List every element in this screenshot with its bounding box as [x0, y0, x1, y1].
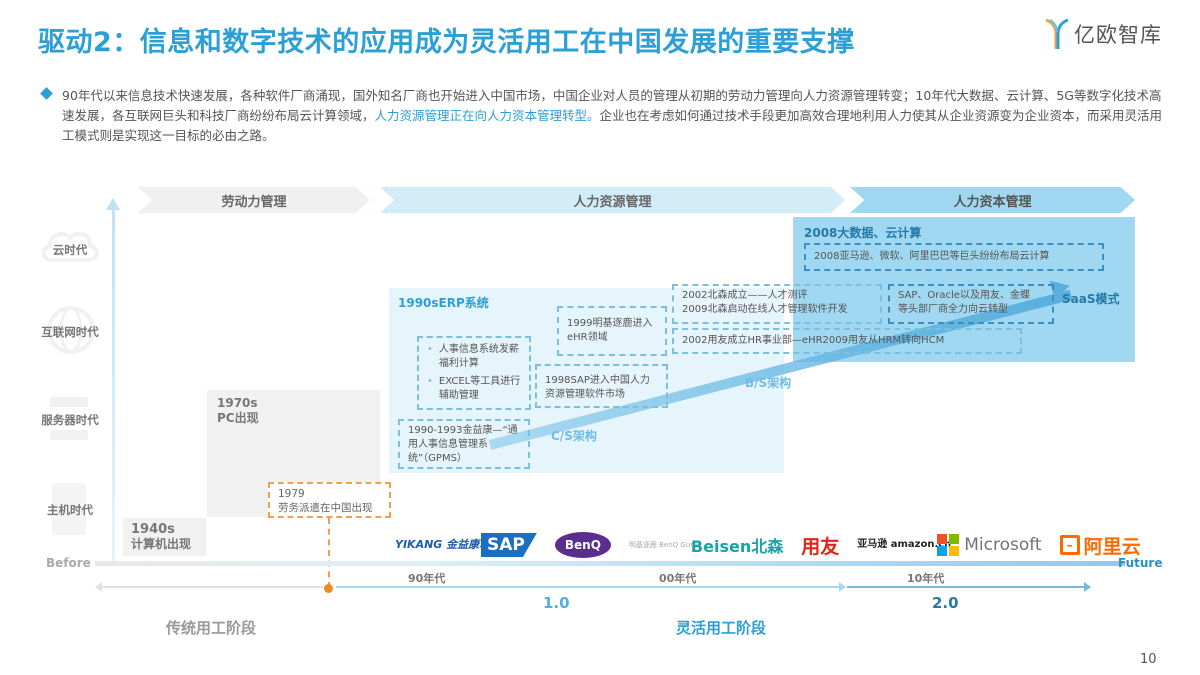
mingji-1999-box: 1999明基逐鹿进入eHR领域 [557, 306, 667, 356]
microsoft-logo-text: Microsoft [964, 535, 1042, 555]
yikang-logo: YIKANG 金益康软件 [395, 538, 502, 551]
bullet-dot-icon: • [427, 376, 433, 387]
phase-hr-management: 人力资源管理 [380, 187, 845, 213]
stage-traditional: 传统用工阶段 [166, 619, 257, 637]
microsoft-windows-icon [937, 534, 960, 556]
era-cloud: 云时代 [52, 243, 88, 257]
page-number: 10 [1140, 652, 1157, 667]
yonyou-logo: 用友 [801, 535, 840, 558]
decade-00s: 00年代 [659, 572, 697, 585]
timeline-start-label: Before [46, 556, 91, 570]
erp-panel-title: 1990sERP系统 [398, 296, 489, 310]
erp-bullets-box: • 人事信息系统发薪福利计算 • EXCEL等工具进行辅助管理 [417, 336, 531, 410]
intro-text-after: 企业也在考虑如何通过技术手段更加高效合理地利用人力使其从企业资源变为企业资本，而… [62, 108, 1163, 143]
y-axis [112, 206, 115, 561]
milestone-1979: 1979 劳务派遣在中国出现 [268, 482, 391, 518]
cloud-icon [38, 224, 102, 264]
page-title: 驱动2：信息和数字技术的应用成为灵活用工在中国发展的重要支撑 [38, 27, 855, 58]
milestone-year: 1940s [131, 522, 175, 537]
milestone-text: PC出现 [217, 411, 259, 425]
beisen-logo: Beisen北森 [690, 537, 784, 556]
aliyun-logo: – 阿里云 [1059, 532, 1141, 559]
v1-range-line [336, 586, 841, 588]
phase-human-capital-management: 人力资本管理 [850, 187, 1135, 213]
saas-label: SaaS模式 [1062, 292, 1120, 306]
milestone-text: 劳务派遣在中国出现 [278, 502, 373, 514]
milestone-year: 1979 [278, 488, 305, 500]
amazon-logo: 亚马逊 amazon.cn [857, 539, 952, 550]
globe-icon [46, 305, 96, 355]
giants-cloud-box: 2008亚马逊、微软、阿里巴巴等巨头纷纷布局云计算 [804, 243, 1104, 271]
sap-1998-box: 1998SAP进入中国人力资源管理软件市场 [535, 364, 668, 408]
version-1: 1.0 [543, 594, 570, 612]
erp-bullet-item: EXCEL等工具进行辅助管理 [438, 376, 521, 401]
benq-guru-logo: 明基逐鹿 BenQ Guru [628, 540, 698, 549]
milestone-1940s: 1940s 计算机出现 [123, 518, 206, 556]
range-left-arrow-icon [95, 582, 102, 592]
main-timeline [95, 561, 1125, 566]
cs-architecture-label: C/S架构 [551, 429, 597, 443]
aliyun-bracket-icon: – [1059, 535, 1080, 555]
range-right-arrow-icon [839, 582, 846, 592]
beisen-line: 2002北森成立——人才测评 [682, 290, 808, 301]
traditional-range-line [98, 586, 323, 588]
bs-architecture-label: B/S架构 [745, 376, 792, 390]
erp-bullet-item: 人事信息系统发薪福利计算 [438, 344, 519, 369]
server-icon-2 [50, 430, 88, 440]
intro-highlight: 人力资源管理正在向人力资本管理转型。 [374, 108, 600, 123]
era-mainframe: 主机时代 [47, 503, 93, 517]
benq-logo: BenQ [554, 532, 611, 558]
milestone-year: 1970s [217, 396, 258, 410]
server-icon [50, 397, 88, 407]
era-internet: 互联网时代 [41, 325, 99, 339]
logo-text: 亿欧智库 [1074, 23, 1162, 47]
timeline-end-label: Future [1118, 556, 1163, 570]
vendors-line: 等头部厂商全力向云转型 [898, 304, 1008, 315]
diamond-bullet-icon [40, 87, 53, 100]
intro-paragraph: 90年代以来信息技术快速发展，各种软件厂商涌现，国外知名厂商也开始进入中国市场，… [40, 86, 1172, 146]
milestone-text: 计算机出现 [131, 537, 192, 551]
cloud-panel-title: 2008大数据、云计算 [804, 226, 922, 240]
phase-labor-management: 劳动力管理 [138, 187, 370, 213]
bullet-dot-icon: • [427, 344, 433, 355]
version-2: 2.0 [932, 594, 959, 612]
yiou-logo: 亿欧智库 [1044, 18, 1162, 50]
beisen-line: 2009北森启动在线人才管理软件开发 [682, 304, 848, 315]
decade-90s: 90年代 [408, 572, 446, 585]
stage-flexible: 灵活用工阶段 [676, 619, 767, 637]
sap-logo: SAP [481, 533, 537, 557]
vendors-cloud-box: SAP、Oracle以及用友、金蝶 等头部厂商全力向云转型 [888, 284, 1054, 324]
aliyun-logo-text: 阿里云 [1083, 535, 1141, 558]
vendors-line: SAP、Oracle以及用友、金蝶 [898, 290, 1030, 301]
beisen-box: 2002北森成立——人才测评 2009北森启动在线人才管理软件开发 [672, 284, 882, 324]
decade-10s: 10年代 [907, 572, 945, 585]
milestone-1979-connector [328, 518, 330, 588]
microsoft-logo: Microsoft [937, 534, 1042, 556]
vendor-logos: YIKANG 金益康软件 SAP BenQ 明基逐鹿 BenQ Guru Bei… [395, 528, 1141, 562]
intro-text: 90年代以来信息技术快速发展，各种软件厂商涌现，国外知名厂商也开始进入中国市场，… [62, 88, 1162, 123]
mainframe-icon [52, 483, 86, 535]
gpms-box: 1990-1993金益康—“通用人事信息管理系统”（GPMS） [398, 419, 530, 469]
cloud-panel [793, 217, 1135, 362]
milestone-1979-dot [324, 584, 333, 593]
v2-range-line [847, 586, 1087, 588]
yonyou-box: 2002用友成立HR事业部—eHR2009用友从HRM转向HCM [672, 328, 1022, 354]
range-right-arrow-icon-2 [1084, 582, 1091, 592]
y-axis-arrow-icon [106, 198, 120, 210]
yiou-logo-icon [1045, 18, 1069, 49]
era-server: 服务器时代 [41, 413, 99, 427]
